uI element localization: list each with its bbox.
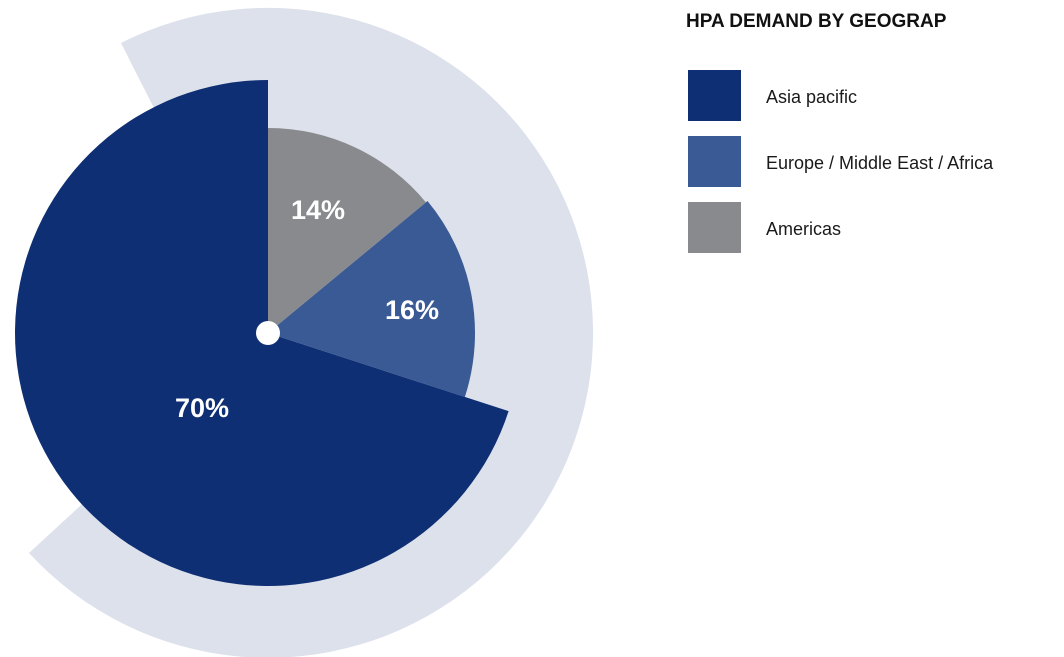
legend-label: Asia pacific bbox=[766, 87, 857, 107]
slice-label: 14% bbox=[291, 195, 345, 225]
center-dot bbox=[256, 321, 280, 345]
legend-swatch bbox=[688, 136, 741, 187]
slice-label: 70% bbox=[175, 393, 229, 423]
chart-title: HPA DEMAND BY GEOGRAP bbox=[686, 11, 947, 32]
pie-slice bbox=[268, 201, 476, 397]
pie-slice bbox=[268, 128, 426, 333]
slice-label: 16% bbox=[385, 295, 439, 325]
legend-swatch bbox=[688, 70, 741, 121]
legend-label: Americas bbox=[766, 219, 841, 239]
legend-label: Europe / Middle East / Africa bbox=[766, 153, 994, 173]
legend-swatch bbox=[688, 202, 741, 253]
